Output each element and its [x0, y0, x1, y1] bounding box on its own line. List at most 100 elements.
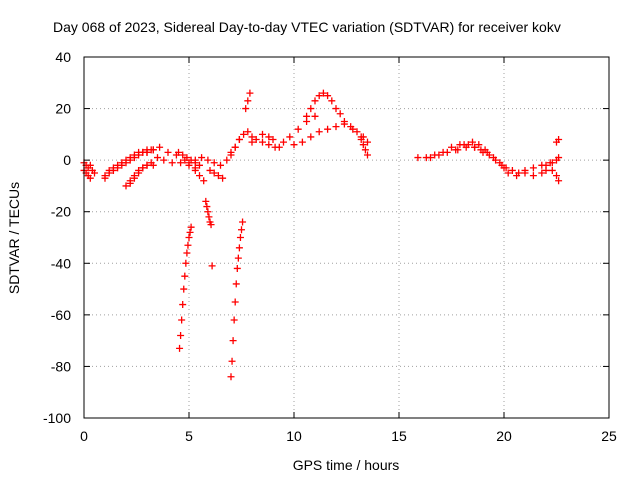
- data-point-arc9: [179, 151, 187, 159]
- y-tick-label: -20: [51, 204, 71, 220]
- data-point-drop3: [235, 244, 243, 252]
- y-tick-label: -80: [51, 358, 71, 374]
- data-point-arc22: [475, 141, 483, 149]
- data-point-arc18: [332, 105, 340, 113]
- data-point-drop1: [182, 259, 190, 267]
- data-point-arc6: [139, 164, 147, 172]
- data-point-arc23: [479, 148, 487, 156]
- data-point-arc12: [214, 172, 222, 180]
- data-point-arc5: [122, 182, 130, 190]
- data-point-arc7: [164, 148, 172, 156]
- data-points: [80, 89, 563, 381]
- data-point-arc4: [101, 174, 109, 182]
- data-point-arc13: [227, 148, 235, 156]
- data-point-arc14: [242, 105, 250, 113]
- data-point-arc7: [149, 146, 157, 154]
- data-point-arc24: [508, 166, 516, 174]
- data-point-arc19: [315, 128, 323, 136]
- data-point-arc24: [529, 164, 537, 172]
- x-tick-label: 5: [185, 428, 193, 444]
- data-point-arc23: [454, 146, 462, 154]
- x-axis-label: GPS time / hours: [293, 457, 400, 473]
- data-point-arc6: [130, 174, 138, 182]
- data-point-drop1: [186, 228, 194, 236]
- data-point-drop1: [181, 272, 189, 280]
- data-point-arc11: [191, 156, 199, 164]
- data-point-arc14: [246, 89, 254, 97]
- y-tick-label: -100: [43, 410, 71, 426]
- data-point-arc6: [143, 161, 151, 169]
- data-point-arc19: [290, 141, 298, 149]
- data-point-arc19: [340, 120, 348, 128]
- data-point-drop3: [230, 316, 238, 324]
- data-point-arc25: [529, 172, 537, 180]
- data-point-arc17: [294, 125, 302, 133]
- data-point-arc18: [336, 110, 344, 118]
- data-point-arc1: [86, 161, 94, 169]
- data-point-arc25: [538, 169, 546, 177]
- data-point-arc11: [204, 156, 212, 164]
- data-point-drop3: [236, 234, 244, 241]
- data-point-drop1: [183, 249, 191, 257]
- data-point-drop3: [227, 373, 235, 381]
- data-point-arc19: [307, 133, 315, 141]
- data-point-arc27: [553, 172, 560, 180]
- data-point-drop2: [202, 197, 210, 205]
- data-point-arc13: [240, 130, 248, 138]
- data-point-arc22: [469, 138, 476, 146]
- x-tick-labels: 0 5 10 15 20 25: [80, 428, 617, 444]
- chart-title: Day 068 of 2023, Sidereal Day-to-day VTE…: [53, 19, 561, 35]
- data-point-arc19: [298, 138, 306, 146]
- data-point-arc18: [319, 89, 327, 97]
- data-point-arc11: [217, 161, 224, 169]
- data-point-arc27: [555, 177, 563, 185]
- y-tick-labels: 40 20 0 -20 -40 -60 -80 -100: [43, 49, 71, 426]
- data-point-drop3: [239, 218, 247, 226]
- x-tick-label: 20: [496, 428, 512, 444]
- plot-frame: [83, 56, 610, 419]
- data-point-arc19: [364, 138, 371, 146]
- data-point-arc19: [349, 125, 357, 133]
- data-point-arc13: [235, 136, 243, 144]
- data-point-drop2: [205, 213, 213, 221]
- x-tick-label: 15: [391, 428, 407, 444]
- data-point-arc4: [130, 154, 138, 162]
- data-point-arc11: [198, 154, 206, 162]
- data-point-arc17: [311, 112, 319, 120]
- data-point-drop1: [179, 301, 187, 309]
- data-point-arc4: [105, 169, 113, 177]
- data-point-arc4: [109, 166, 117, 174]
- axis-ticks: [83, 56, 610, 419]
- data-point-arc12: [206, 166, 214, 174]
- data-point-arc8: [185, 161, 193, 169]
- data-point-arc15: [259, 130, 266, 138]
- data-point-arc15: [269, 136, 277, 144]
- data-point-drop1: [178, 316, 186, 324]
- data-point-arc18: [315, 92, 323, 100]
- data-point-arc4: [118, 161, 126, 169]
- data-point-arc22: [443, 148, 451, 156]
- data-point-drop3: [238, 226, 245, 234]
- data-point-arc23: [492, 156, 500, 164]
- data-point-arc18: [303, 112, 311, 120]
- data-point-arc2: [86, 174, 94, 182]
- data-point-arc16: [275, 143, 283, 151]
- data-point-arc10: [200, 177, 208, 185]
- data-point-arc23: [471, 143, 479, 151]
- y-tick-label: -40: [51, 255, 71, 271]
- data-point-arc27: [548, 166, 556, 174]
- data-point-arc18: [307, 105, 315, 113]
- data-point-drop3: [232, 280, 240, 288]
- data-point-arc18: [353, 128, 361, 136]
- y-tick-label: 20: [55, 101, 71, 117]
- data-point-arc15: [248, 138, 256, 146]
- data-point-arc13: [244, 128, 252, 136]
- data-point-drop3: [229, 337, 237, 345]
- data-point-arc4: [122, 159, 130, 167]
- data-point-drop3: [234, 254, 242, 262]
- y-tick-label: 40: [55, 49, 71, 65]
- data-point-drop2: [204, 208, 212, 216]
- data-point-arc23: [498, 161, 506, 169]
- data-point-arc12: [219, 174, 227, 182]
- data-point-arc4: [114, 164, 122, 172]
